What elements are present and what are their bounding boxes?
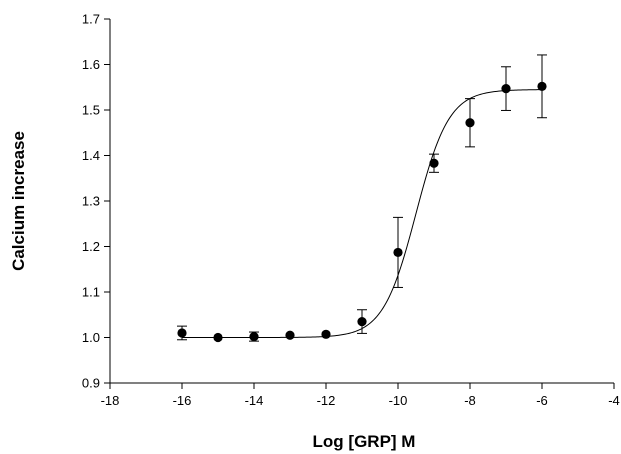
data-point [213,332,223,343]
y-axis-label: Calcium increase [9,131,28,271]
data-point [393,247,403,258]
data-point [537,81,547,91]
x-tick-label: -16 [173,393,192,408]
data-point [429,158,439,168]
y-tick-label: 1.1 [82,285,100,300]
y-tick-label: 0.9 [82,376,100,391]
x-tick-label: -4 [608,393,620,408]
ticks: -18 -16 -14 -12 -10 -8 -6 -4 0.9 1.0 1.1 1.2 1.3 1.4 1… [82,12,620,409]
x-tick-label: -8 [464,393,476,408]
data-point [177,328,187,338]
y-tick-label: 1.0 [82,330,100,345]
data-point [321,329,331,339]
data-points [177,81,547,343]
y-tick-label: 1.3 [82,194,100,209]
data-point [501,84,511,94]
x-tick-label: -6 [536,393,548,408]
x-axis-label: Log [GRP] M [313,432,416,451]
error-bars [177,54,547,342]
data-point [285,330,295,340]
x-tick-label: -12 [317,393,336,408]
y-tick-label: 1.2 [82,239,100,254]
y-tick-label: 1.6 [82,57,100,72]
x-tick-label: -18 [101,393,120,408]
x-tick-label: -14 [245,393,264,408]
y-tick-label: 1.7 [82,12,100,27]
data-point [357,316,367,327]
y-tick-label: 1.5 [82,103,100,118]
x-tick-label: -10 [389,393,408,408]
y-tick-label: 1.4 [82,148,100,163]
fit-curve [182,89,543,338]
data-point [465,118,475,128]
data-point [249,331,259,342]
fit-curve-group [182,89,543,338]
